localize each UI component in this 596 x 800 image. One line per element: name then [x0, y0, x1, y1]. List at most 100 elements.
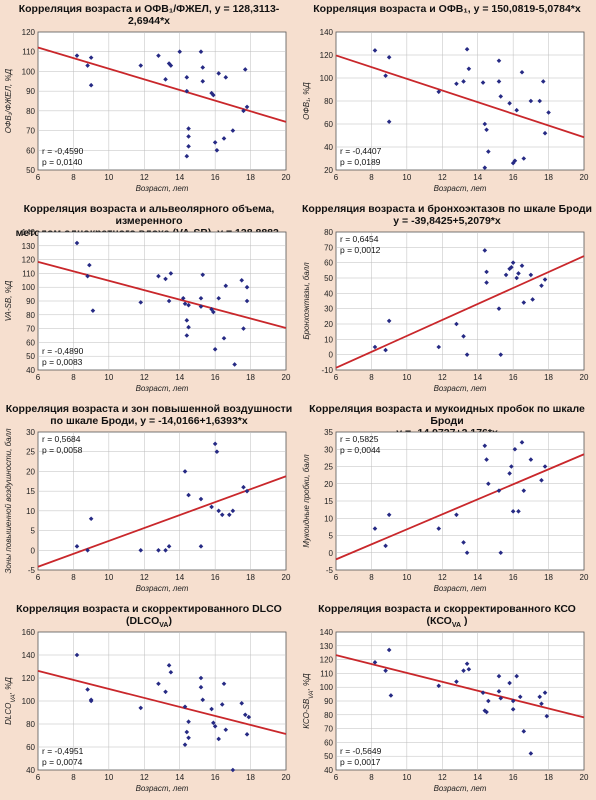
- x-tick-label: 16: [509, 373, 518, 382]
- data-point: [198, 544, 204, 549]
- data-point: [482, 121, 488, 127]
- y-tick-label: 80: [324, 228, 333, 237]
- data-point: [461, 333, 466, 339]
- data-point: [521, 488, 527, 493]
- x-tick-label: 18: [544, 373, 553, 382]
- data-point: [482, 708, 488, 713]
- data-point: [466, 66, 472, 72]
- x-tick-label: 8: [369, 173, 374, 182]
- stat-label: r = 0,5825: [340, 434, 379, 444]
- x-tick-label: 14: [473, 573, 482, 582]
- data-point: [186, 134, 191, 139]
- x-tick-label: 14: [473, 373, 482, 382]
- stat-label: p = 0,0017: [340, 757, 381, 767]
- y-tick-label: 30: [26, 428, 35, 437]
- data-point: [512, 446, 518, 452]
- y-tick-label: 60: [324, 738, 333, 747]
- x-tick-label: 10: [402, 373, 411, 382]
- data-point: [88, 516, 94, 522]
- x-axis-label: Возраст, лет: [136, 584, 189, 593]
- chart-title-line: Корреляция возраста и альвеолярного объе…: [23, 203, 275, 227]
- data-point: [454, 679, 459, 684]
- regression-line: [37, 669, 287, 735]
- x-tick-label: 16: [211, 373, 220, 382]
- data-point: [454, 512, 459, 518]
- x-tick-label: 20: [580, 173, 589, 182]
- x-tick-label: 10: [402, 573, 411, 582]
- chart-title: Корреляция возраста и бронхоэктазов по ш…: [300, 203, 594, 227]
- x-tick-label: 10: [104, 373, 113, 382]
- data-point: [507, 680, 512, 686]
- data-point: [184, 75, 190, 80]
- data-point: [507, 471, 512, 476]
- data-point: [212, 724, 218, 729]
- y-tick-label: 70: [324, 243, 333, 252]
- x-tick-label: 12: [140, 373, 149, 382]
- x-tick-label: 18: [246, 573, 255, 582]
- regression-line: [37, 46, 287, 123]
- y-tick-label: 50: [324, 274, 333, 283]
- y-tick-label: 100: [22, 67, 36, 76]
- data-point: [186, 492, 191, 498]
- x-axis-label: Возраст, лет: [434, 584, 487, 593]
- data-point: [537, 694, 543, 700]
- data-point: [386, 55, 392, 60]
- plot-area: [335, 231, 585, 371]
- data-point: [88, 82, 94, 88]
- data-point: [212, 347, 218, 352]
- data-point: [436, 683, 442, 689]
- x-axis-label: Возраст, лет: [434, 384, 487, 393]
- data-point: [530, 297, 535, 302]
- x-tick-label: 12: [140, 573, 149, 582]
- x-tick-label: 16: [211, 773, 220, 782]
- x-tick-label: 20: [580, 773, 589, 782]
- y-tick-label: 100: [22, 697, 36, 706]
- y-tick-label: 70: [324, 725, 333, 734]
- x-tick-label: 14: [473, 773, 482, 782]
- stat-label: r = -0,5649: [340, 746, 382, 756]
- data-point: [138, 300, 144, 305]
- data-point: [461, 540, 466, 545]
- x-tick-label: 8: [71, 573, 76, 582]
- chart-panel-3: Корреляция возраста и альвеолярного объе…: [0, 200, 298, 400]
- data-point: [454, 321, 459, 327]
- y-tick-label: 100: [320, 683, 334, 692]
- y-tick-label: 60: [324, 120, 333, 129]
- y-tick-label: 120: [22, 256, 36, 265]
- y-tick-label: 110: [22, 48, 35, 57]
- data-point: [503, 272, 509, 278]
- x-tick-label: 10: [104, 573, 113, 582]
- y-tick-label: 0: [31, 546, 36, 555]
- x-axis-label: Возраст, лет: [136, 384, 189, 393]
- data-point: [546, 110, 551, 115]
- data-point: [184, 729, 190, 735]
- y-tick-label: 70: [26, 325, 35, 334]
- x-tick-label: 18: [544, 773, 553, 782]
- data-point: [138, 547, 144, 553]
- y-tick-label: 40: [26, 366, 35, 375]
- chart-title: Корреляция возраста и зон повышенной воз…: [2, 403, 296, 427]
- y-tick-label: 25: [26, 448, 35, 457]
- x-tick-label: 6: [36, 173, 41, 182]
- stat-label: p = 0,0140: [42, 157, 83, 167]
- chart-title-line: Корреляция возраста и ОФВ₁, y = 150,0819…: [313, 3, 581, 15]
- x-tick-label: 6: [334, 573, 339, 582]
- chart-panel-6: Корреляция возраста и мукоидных пробок п…: [298, 400, 596, 600]
- y-tick-label: 120: [22, 674, 36, 683]
- y-tick-label: -10: [321, 366, 333, 375]
- data-point: [163, 689, 168, 695]
- data-point: [498, 94, 504, 99]
- chart-panel-4: Корреляция возраста и бронхоэктазов по ш…: [298, 200, 596, 400]
- x-axis-label: Возраст, лет: [434, 784, 487, 793]
- data-point: [216, 71, 221, 76]
- y-tick-label: 40: [324, 766, 333, 775]
- regression-line: [37, 261, 287, 329]
- data-point: [166, 663, 172, 668]
- y-tick-label: 80: [324, 711, 333, 720]
- y-tick-label: 130: [22, 242, 36, 251]
- stat-label: p = 0,0189: [340, 157, 381, 167]
- data-point: [464, 46, 470, 52]
- data-point: [486, 149, 491, 154]
- x-tick-label: 12: [438, 173, 447, 182]
- data-point: [212, 140, 218, 145]
